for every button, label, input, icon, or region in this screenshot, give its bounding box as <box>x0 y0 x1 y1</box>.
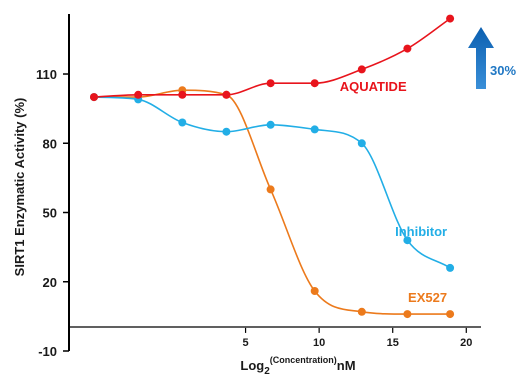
axes <box>68 14 481 351</box>
aquatide-point <box>310 79 319 88</box>
y-tick-label: -10 <box>38 344 57 359</box>
aquatide-series-label: AQUATIDE <box>340 79 407 94</box>
inhibitor-point <box>178 118 187 127</box>
y-axis-title: SIRT1 Enzymatic Activity (%) <box>12 98 27 277</box>
inhibitor-point <box>403 236 412 245</box>
aquatide-point <box>178 90 187 99</box>
ex527-point <box>310 287 319 295</box>
aquatide-point <box>134 90 143 99</box>
ex527-series-label: EX527 <box>408 290 447 305</box>
x-tick-label: 15 <box>387 337 399 349</box>
up-arrow-icon <box>468 27 494 89</box>
aquatide-point <box>266 79 275 88</box>
ex527-point <box>357 307 366 316</box>
series-points <box>90 14 455 319</box>
aquatide-point <box>446 14 455 23</box>
series-lines <box>93 17 451 315</box>
ex527-point <box>266 185 275 194</box>
inhibitor-point <box>266 120 275 129</box>
y-ticks: -10 20 50 80 110 <box>36 67 69 359</box>
increase-annotation-label: 30% <box>490 63 516 78</box>
inhibitor-point <box>446 263 455 272</box>
inhibitor-point <box>222 127 231 136</box>
y-tick-label: 110 <box>36 67 57 82</box>
y-tick-label: 20 <box>43 275 57 290</box>
inhibitor-series-label: Inhibitor <box>395 224 447 239</box>
inhibitor-point <box>357 139 366 148</box>
series-labels: AQUATIDE Inhibitor EX527 <box>340 79 447 305</box>
aquatide-point <box>357 65 366 74</box>
x-axis-title: Log2(Concentration)nM <box>240 355 355 376</box>
ex527-point <box>403 310 412 319</box>
inhibitor-point <box>310 125 319 134</box>
ex527-point <box>446 310 455 319</box>
x-tick-label: 10 <box>313 337 325 349</box>
increase-annotation: 30% <box>468 27 516 89</box>
aquatide-point <box>403 44 412 53</box>
x-tick-label: 5 <box>243 337 249 349</box>
x-tick-label: 20 <box>460 337 472 349</box>
aquatide-point <box>222 90 231 99</box>
y-tick-label: 80 <box>43 136 57 151</box>
x-ticks: 5 10 15 20 <box>243 327 472 349</box>
aquatide-point <box>90 93 98 102</box>
y-tick-label: 50 <box>43 206 57 221</box>
